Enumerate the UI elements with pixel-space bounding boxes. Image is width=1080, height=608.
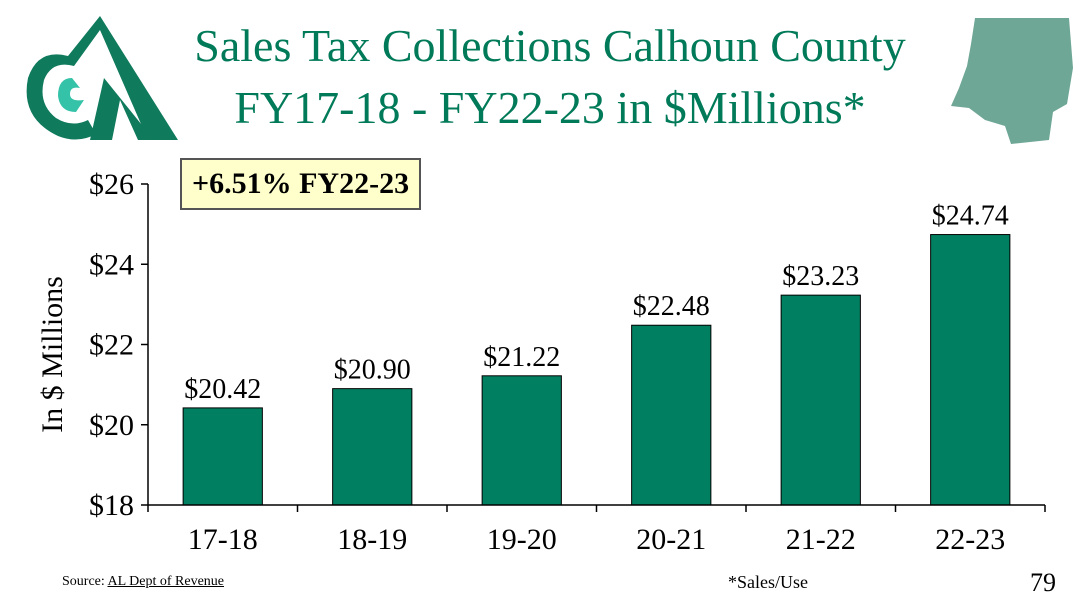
y-axis-label: In $ Millions [36,276,69,433]
bar-18-19 [332,388,413,506]
x-tick-label-17-18: 17-18 [188,523,258,556]
y-tick-label-26: $26 [89,168,134,201]
footnote: *Sales/Use [728,572,808,592]
chart-title-line-2: FY17-18 - FY22-23 in $Millions* [234,82,866,133]
bar-21-22 [780,294,861,506]
x-tick-label-21-22: 21-22 [786,523,856,556]
chart-title-line-1: Sales Tax Collections Calhoun County [194,20,906,71]
axes-layer: 17-18 18-19 19-20 20-21 21-22 22-23 $18 $20 $22 $… [89,168,1046,556]
source-note: Source: AL Dept of Revenue [62,574,224,590]
data-label-21-22: $23.23 [782,261,859,292]
page-number: 79 [1030,568,1056,597]
bar-22-23 [930,234,1011,506]
data-label-20-21: $22.48 [633,291,710,322]
calhoun-county-logo [26,16,178,140]
y-tick-label-22: $22 [89,329,134,362]
data-label-17-18: $20.42 [184,374,261,405]
calhoun-county-map-icon [951,18,1073,144]
source-link[interactable]: AL Dept of Revenue [107,574,225,589]
data-label-22-23: $24.74 [932,201,1009,232]
bars-layer [182,234,1011,506]
x-tick-label-19-20: 19-20 [487,523,557,556]
bar-19-20 [481,375,562,506]
x-tick-label-18-19: 18-19 [337,523,407,556]
data-label-18-19: $20.90 [334,355,411,386]
data-labels-layer: $20.42 $20.90 $21.22 $22.48 $23.23 $24.74 [184,201,1009,405]
x-tick-label-22-23: 22-23 [935,523,1005,556]
y-tick-label-20: $20 [89,409,134,442]
y-tick-label-24: $24 [89,248,134,281]
bar-20-21 [631,324,712,506]
source-prefix: Source: [62,574,108,589]
growth-callout-box: +6.51% FY22-23 [180,158,422,210]
y-tick-label-18: $18 [89,489,134,522]
data-label-19-20: $21.22 [483,342,560,373]
bar-17-18 [182,407,263,506]
x-tick-label-20-21: 20-21 [636,523,706,556]
